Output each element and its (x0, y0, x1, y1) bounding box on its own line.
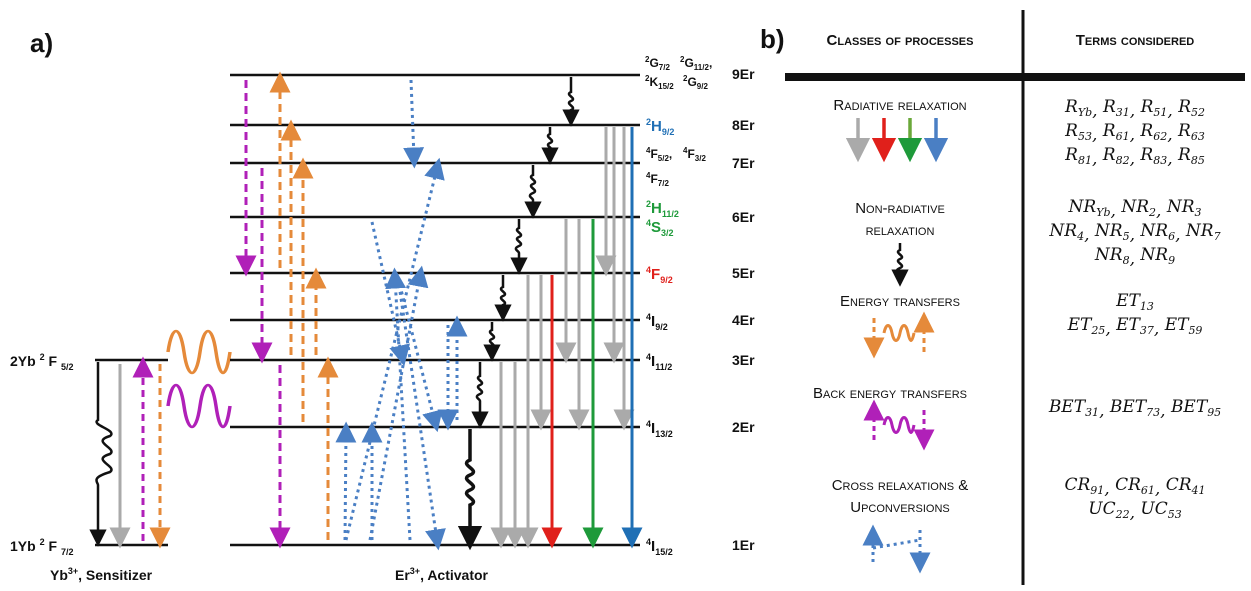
er-cr-uc-arrows (335, 79, 468, 551)
yb-level-2-term-sub: 5/2 (61, 362, 74, 372)
terms-row-3-line-0: BET31, BET73, BET95 (1048, 397, 1221, 421)
nr-arrow-2 (457, 429, 483, 551)
class-bet: Back energy transfers (813, 385, 967, 402)
panel-a-label: a) (30, 28, 53, 58)
yb-levels: 2Yb 2 F 5/2 1Yb 2 F 7/2 Yb3+, Sensitizer (10, 347, 168, 583)
nr-arrow-6 (510, 219, 528, 275)
nonrad-icon (891, 243, 909, 287)
back-energy-transfer-icon (863, 399, 935, 451)
er-level-2-name: 2Er (732, 419, 755, 435)
nr-arrow-7 (524, 165, 542, 219)
er-et-arrows (269, 71, 339, 540)
class-cr-line1: Cross relaxations & (832, 477, 969, 494)
cr-arrow-41-a (385, 267, 412, 541)
er-level-4-name: 4Er (732, 312, 755, 328)
level7-term-f72: 4F7/2 (646, 171, 669, 188)
uc-arrow-22-a (344, 157, 445, 541)
uc-arrow-53-a (396, 277, 443, 433)
er-level-3-name: 3Er (732, 352, 755, 368)
level1-term: 4I15/2 (646, 537, 673, 557)
er-level-5-name: 5Er (732, 265, 755, 281)
yb-level-1-term-sub: 7/2 (61, 547, 74, 557)
level9-term-g92: 2G9/2 (683, 74, 708, 91)
er-rad-arrows (490, 127, 635, 549)
class-nonrad-line2: relaxation (866, 222, 935, 239)
level3-term: 4I11/2 (646, 352, 672, 372)
terms-row-1-line-1: NR4, NR5, NR6, NR7 (1048, 221, 1220, 245)
panel-b-label: b) (760, 24, 785, 54)
bet-coupling-wave (166, 384, 232, 428)
er-level-7-name: 7Er (732, 155, 755, 171)
nr-arrow-5 (494, 275, 512, 322)
er-level-names: 9Er 8Er 7Er 6Er 5Er 4Er 3Er 2Er 1Er (732, 66, 755, 553)
header-terms: Terms considered (1076, 32, 1195, 49)
er-nonrad-arrows (457, 77, 580, 551)
nr-arrow-8 (541, 127, 559, 165)
level6-term-h112: 2H11/2 (646, 199, 679, 219)
header-classes: Classes of processes (827, 32, 974, 49)
terms-row-1-line-0: NRYb, NR2, NR3 (1068, 197, 1202, 221)
level7-term-f52: 4F5/2, (646, 146, 672, 163)
cr-arrow-61-a (370, 221, 410, 367)
cross-relaxation-icon (862, 524, 931, 574)
yb-level-1-term-sup: 2 (40, 537, 45, 547)
nr-arrow-3 (471, 362, 489, 429)
level5-term: 4F9/2 (646, 265, 673, 285)
er-level-8-name: 8Er (732, 117, 755, 133)
class-et: Energy transfers (840, 293, 960, 310)
terms-row-2-line-1: ET25, ET37, ET59 (1067, 315, 1203, 339)
er-term-symbols: 2G7/2 2G11/2, 2K15/2 2G9/2 2H9/2 4F5/2, … (645, 55, 712, 557)
level9-term-g112: 2G11/2, (680, 55, 712, 72)
yb-level-1-name: 1Yb (10, 538, 36, 554)
yb-level-2-term-sup: 2 (40, 352, 45, 362)
yb-level-2-label: 2Yb 2 F 5/2 (10, 347, 73, 372)
er-level-9-name: 9Er (732, 66, 755, 82)
level6-term-s32: 4S3/2 (646, 218, 674, 238)
level7-term-f32: 4F3/2 (683, 146, 706, 163)
cr-arrow-91-b (335, 421, 357, 541)
class-cr-line2: Upconversions (850, 499, 949, 516)
terms-row-4-line-1: UC22, UC53 (1088, 499, 1182, 523)
level2-term: 4I13/2 (646, 419, 673, 439)
yb-level-2-name: 2Yb (10, 353, 36, 369)
terms-row-2-line-0: ET13 (1115, 291, 1154, 313)
cr-arrow-61-b (368, 265, 429, 541)
terms-row-0-line-1: R53, R61, R62, R63 (1064, 121, 1205, 145)
radiative-icon (845, 118, 949, 163)
er-level-6-name: 6Er (732, 209, 755, 225)
et-coupling-wave (166, 330, 232, 374)
terms-row-1-line-2: NR8, NR9 (1094, 245, 1175, 269)
energy-transfer-icon (863, 311, 935, 359)
terms-row-0-line-2: R81, R82, R83, R85 (1064, 145, 1205, 169)
class-radiative: Radiative relaxation (833, 97, 966, 114)
level8-term: 2H9/2 (646, 117, 674, 137)
uc-arrow-53-b (396, 277, 446, 551)
terms-row-4-line-0: CR91, CR61, CR41 (1064, 475, 1205, 499)
cr-arrow-91-a (403, 79, 425, 169)
level9-term-g72: 2G7/2 (645, 55, 670, 72)
yb-level-1-label: 1Yb 2 F 7/2 (10, 532, 73, 557)
er-caption: Er3+, Activator (395, 566, 489, 583)
yb-level-2-term-main: F (48, 353, 57, 369)
nr-arrow-9 (562, 77, 580, 127)
level4-term: 4I9/2 (646, 312, 668, 332)
yb-nonrad-wave (89, 362, 113, 547)
yb-caption: Yb3+, Sensitizer (50, 566, 153, 583)
class-nonrad-line1: Non-radiative (855, 200, 945, 217)
yb-transitions (89, 330, 232, 549)
process-table: Classes of processes Terms considered Ra… (785, 10, 1245, 585)
level9-term-k152: 2K15/2 (645, 74, 674, 91)
er-level-1-name: 1Er (732, 537, 755, 553)
nr-arrow-4 (483, 322, 501, 362)
yb-level-1-term-main: F (48, 538, 57, 554)
terms-row-0-line-0: RYb, R31, R51, R52 (1064, 97, 1205, 121)
er-bet-arrows (235, 80, 291, 549)
